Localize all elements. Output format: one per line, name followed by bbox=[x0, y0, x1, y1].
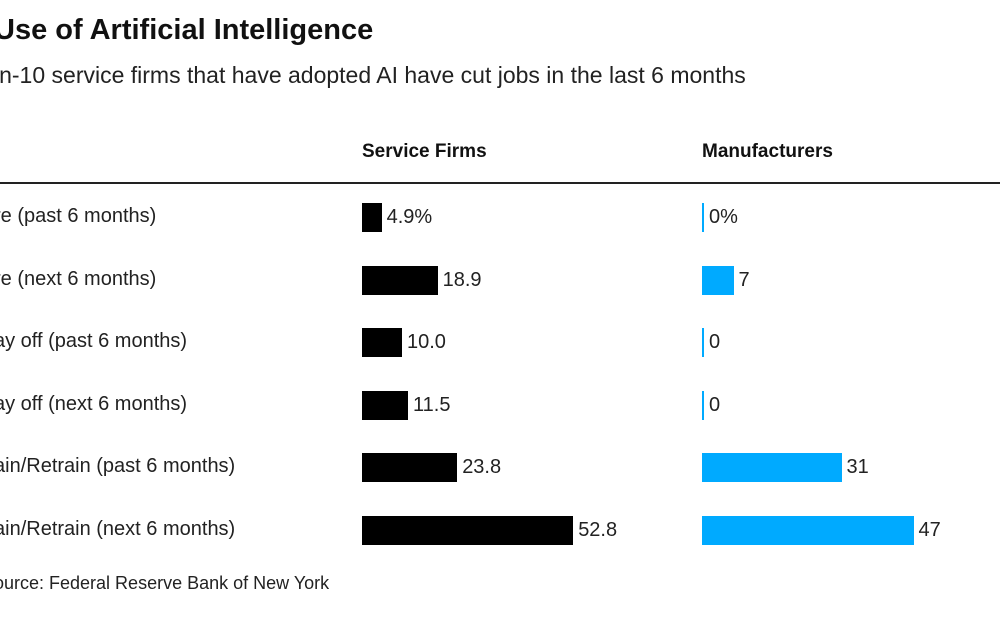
bar-service-firms bbox=[362, 203, 382, 232]
row-label: ain/Retrain (next 6 months) bbox=[0, 517, 236, 540]
bar-manufacturers bbox=[702, 328, 704, 357]
data-label: 47 bbox=[918, 518, 941, 541]
data-label: 11.5 bbox=[413, 393, 451, 416]
bar-manufacturers bbox=[702, 265, 734, 295]
chart-subtitle: in-10 service firms that have adopted AI… bbox=[0, 62, 746, 88]
bar-service-firms bbox=[362, 265, 438, 295]
chart-title: Use of Artificial Intelligence bbox=[0, 14, 374, 46]
data-label: 0 bbox=[709, 331, 721, 353]
data-label: 7 bbox=[738, 268, 750, 291]
row-label: ay off (past 6 months) bbox=[0, 330, 188, 352]
data-label: 0 bbox=[709, 393, 721, 416]
data-label: 31 bbox=[846, 456, 869, 478]
header-rule bbox=[0, 182, 1000, 184]
source-note: ource: Federal Reserve Bank of New York bbox=[0, 573, 330, 593]
bar-service-firms bbox=[362, 453, 458, 482]
row-label: ay off (next 6 months) bbox=[0, 392, 188, 415]
bar-manufacturers bbox=[702, 453, 842, 482]
row-label: re (next 6 months) bbox=[0, 267, 157, 290]
column-header-manufacturers: Manufacturers bbox=[702, 141, 833, 162]
bar-manufacturers bbox=[702, 203, 704, 232]
data-label: 18.9 bbox=[442, 268, 482, 291]
data-label: 0% bbox=[709, 206, 738, 228]
row-label: re (past 6 months) bbox=[0, 205, 157, 227]
bar-service-firms bbox=[362, 515, 574, 545]
data-label: 23.8 bbox=[462, 456, 502, 478]
bar-manufacturers bbox=[702, 390, 704, 420]
data-label: 52.8 bbox=[578, 518, 618, 541]
bar-service-firms bbox=[362, 390, 408, 420]
bar-manufacturers bbox=[702, 515, 914, 545]
row-label: ain/Retrain (past 6 months) bbox=[0, 455, 236, 477]
bar-service-firms bbox=[362, 328, 402, 357]
data-label: 10.0 bbox=[407, 331, 446, 353]
column-header-service-firms: Service Firms bbox=[362, 141, 487, 162]
data-label: 4.9% bbox=[386, 206, 433, 228]
